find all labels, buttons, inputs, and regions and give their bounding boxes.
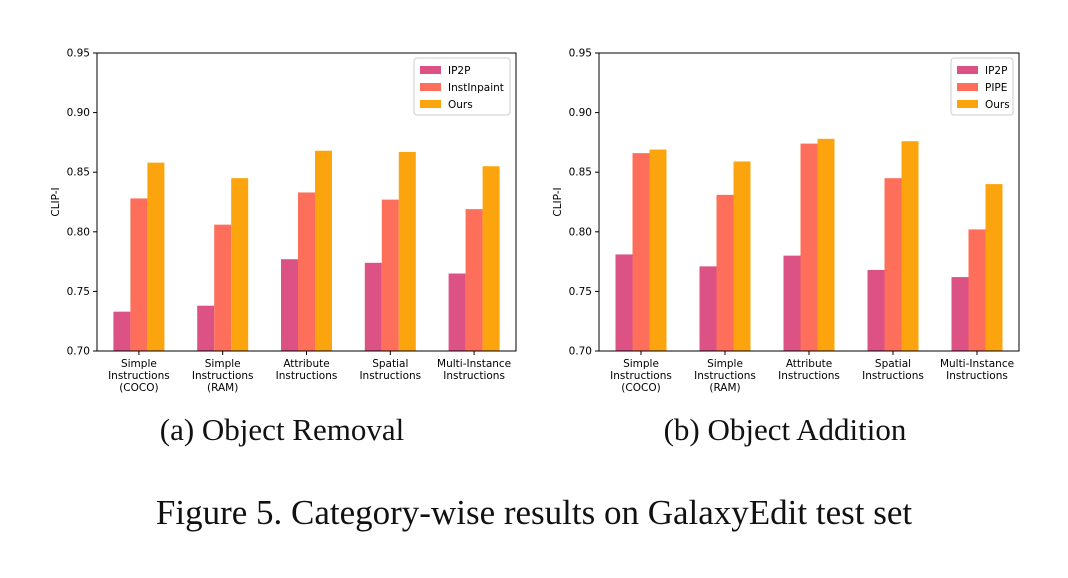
bar-ours bbox=[231, 178, 249, 351]
legend-swatch bbox=[957, 66, 978, 74]
bar-ip2p bbox=[113, 311, 131, 351]
y-tick-label: 0.95 bbox=[569, 48, 592, 60]
subcaption-object-addition: (b) Object Addition bbox=[663, 412, 907, 447]
bar-ip2p bbox=[867, 269, 885, 351]
bar-ours bbox=[817, 138, 835, 351]
y-tick-label: 0.70 bbox=[569, 346, 592, 358]
x-tick-label: Spatial bbox=[875, 358, 911, 370]
plot-frame bbox=[96, 52, 517, 352]
bar-ours bbox=[398, 151, 416, 351]
x-tick-label: Instructions bbox=[108, 370, 170, 382]
bar-ip2p bbox=[448, 273, 466, 351]
bar-instinpaint bbox=[214, 224, 232, 351]
bar-instinpaint bbox=[465, 209, 483, 351]
y-tick-label: 0.95 bbox=[67, 48, 90, 60]
y-axis-label: CLIP-I bbox=[50, 187, 62, 216]
x-tick-label: Instructions bbox=[778, 370, 840, 382]
y-tick-label: 0.70 bbox=[67, 346, 90, 358]
subcaption-object-removal: (a) Object Removal bbox=[159, 412, 405, 447]
x-tick-label: Instructions bbox=[192, 370, 254, 382]
legend-swatch bbox=[420, 83, 441, 91]
x-tick-label: Instructions bbox=[443, 370, 505, 382]
bar-ours bbox=[649, 149, 667, 351]
bar-pipe bbox=[884, 178, 902, 351]
x-tick-label: Instructions bbox=[276, 370, 338, 382]
bar-ip2p bbox=[364, 262, 382, 351]
x-tick-label: Attribute bbox=[283, 358, 329, 370]
legend-swatch bbox=[420, 66, 441, 74]
x-tick-label: Simple bbox=[205, 358, 241, 370]
x-tick-label: Spatial bbox=[372, 358, 408, 370]
legend-label: InstInpaint bbox=[448, 82, 504, 94]
x-tick-label: Simple bbox=[707, 358, 743, 370]
legend-label: Ours bbox=[985, 99, 1010, 111]
figure-caption: Figure 5. Category-wise results on Galax… bbox=[155, 493, 913, 532]
x-tick-label: Instructions bbox=[694, 370, 756, 382]
legend-label: IP2P bbox=[985, 65, 1007, 77]
x-tick-label: (COCO) bbox=[119, 382, 158, 394]
x-tick-label: Simple bbox=[121, 358, 157, 370]
bar-ip2p bbox=[197, 305, 215, 351]
y-tick-label: 0.80 bbox=[569, 226, 592, 238]
x-tick-label: Instructions bbox=[359, 370, 421, 382]
bar-ours bbox=[985, 184, 1003, 351]
x-tick-label: Instructions bbox=[946, 370, 1008, 382]
chart-object-addition: 0.70 0.75 0.80 0.85 0.90 0.95 CLIP-I Simple Inst… bbox=[534, 0, 1068, 460]
bar-instinpaint bbox=[381, 199, 399, 351]
legend-swatch bbox=[957, 100, 978, 108]
bar-pipe bbox=[800, 143, 818, 351]
bar-ip2p bbox=[615, 254, 633, 351]
y-tick-label: 0.85 bbox=[569, 167, 592, 179]
x-tick-label: Instructions bbox=[862, 370, 924, 382]
chart-object-removal: 0.70 0.75 0.80 0.85 0.90 0.95 CLIP-I Simple Inst… bbox=[0, 0, 534, 460]
bar-ours bbox=[733, 161, 751, 351]
y-tick-label: 0.75 bbox=[569, 286, 592, 298]
x-tick-label: (COCO) bbox=[621, 382, 660, 394]
x-tick-label: Simple bbox=[623, 358, 659, 370]
x-tick-label: Multi-Instance bbox=[940, 358, 1014, 370]
bar-pipe bbox=[716, 194, 734, 351]
bar-pipe bbox=[968, 229, 986, 351]
bar-ip2p bbox=[699, 266, 717, 351]
bar-instinpaint bbox=[130, 198, 148, 351]
bar-ours bbox=[315, 150, 332, 351]
x-tick-label: Multi-Instance bbox=[437, 358, 511, 370]
bar-ip2p bbox=[951, 277, 969, 351]
x-tick-label: (RAM) bbox=[207, 382, 238, 394]
chart-object-addition-svg: 0.700.750.800.850.900.95CLIP-ISimpleInst… bbox=[552, 48, 1020, 394]
y-axis-label: CLIP-I bbox=[552, 187, 564, 216]
x-tick-label: Instructions bbox=[610, 370, 672, 382]
y-tick-label: 0.75 bbox=[67, 286, 90, 298]
legend-swatch bbox=[420, 100, 441, 108]
y-tick-label: 0.90 bbox=[569, 107, 592, 119]
plot-frame bbox=[598, 52, 1020, 352]
y-tick-label: 0.85 bbox=[67, 167, 90, 179]
bar-pipe bbox=[632, 153, 650, 351]
y-tick-label: 0.80 bbox=[67, 226, 90, 238]
x-tick-label: Attribute bbox=[786, 358, 832, 370]
legend-label: IP2P bbox=[448, 65, 470, 77]
bar-ours bbox=[482, 166, 500, 351]
bar-ip2p bbox=[783, 255, 801, 351]
legend-label: Ours bbox=[448, 99, 473, 111]
bar-ip2p bbox=[281, 259, 298, 351]
bar-instinpaint bbox=[298, 192, 315, 351]
bar-ours bbox=[147, 162, 165, 351]
bar-ours bbox=[901, 141, 919, 351]
legend-label: PIPE bbox=[985, 82, 1007, 94]
chart-object-removal-svg: 0.700.750.800.850.900.95CLIP-ISimpleInst… bbox=[50, 48, 517, 394]
y-tick-label: 0.90 bbox=[67, 107, 90, 119]
legend-swatch bbox=[957, 83, 978, 91]
x-tick-label: (RAM) bbox=[709, 382, 740, 394]
